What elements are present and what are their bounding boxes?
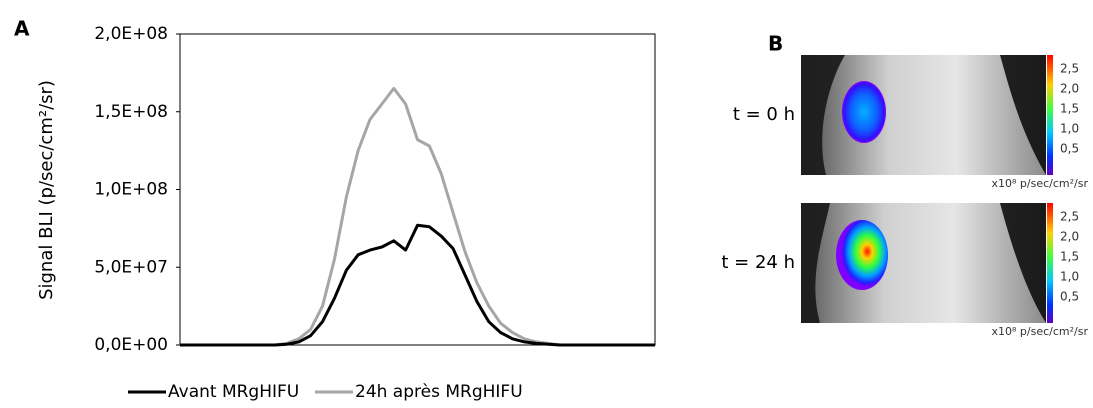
image-caption: t = 0 h bbox=[733, 104, 795, 125]
y-axis-title: Signal BLI (p/sec/cm²/sr) bbox=[36, 80, 57, 300]
line-series bbox=[180, 223, 655, 347]
panel-label: B bbox=[768, 32, 783, 56]
line-series bbox=[180, 86, 655, 347]
y-tick-label: 1,5E+08 bbox=[94, 102, 168, 122]
image-caption: t = 24 h bbox=[721, 252, 795, 273]
image-1 bbox=[801, 203, 1053, 323]
colorbar-tick-label: 1,0 bbox=[1060, 122, 1079, 136]
colorbar-tick-label: 0,5 bbox=[1060, 290, 1079, 304]
colorbar-tick-label: 2,5 bbox=[1060, 210, 1079, 224]
y-tick-label: 2,0E+08 bbox=[94, 24, 168, 44]
image-0 bbox=[801, 55, 1053, 175]
colorbar-tick-label: 1,5 bbox=[1060, 250, 1079, 264]
colorbar-unit: x10⁸ p/sec/cm²/sr bbox=[992, 325, 1089, 338]
y-tick-label: 1,0E+08 bbox=[94, 180, 168, 200]
plot-frame bbox=[179, 33, 656, 346]
colorbar-tick-label: 1,0 bbox=[1060, 270, 1079, 284]
legend-label: Avant MRgHIFU bbox=[168, 382, 299, 402]
colorbar-tick-label: 2,5 bbox=[1060, 62, 1079, 76]
legend-label: 24h après MRgHIFU bbox=[355, 382, 523, 402]
y-tick-label: 0,0E+00 bbox=[94, 335, 168, 355]
colorbar-unit: x10⁸ p/sec/cm²/sr bbox=[992, 177, 1089, 190]
y-tick-label: 5,0E+07 bbox=[94, 257, 168, 277]
panel-label: A bbox=[14, 17, 30, 41]
colorbar-tick-label: 1,5 bbox=[1060, 102, 1079, 116]
colorbar-tick-label: 0,5 bbox=[1060, 142, 1079, 156]
colorbar-tick-label: 2,0 bbox=[1060, 82, 1079, 96]
colorbar-tick-label: 2,0 bbox=[1060, 230, 1079, 244]
